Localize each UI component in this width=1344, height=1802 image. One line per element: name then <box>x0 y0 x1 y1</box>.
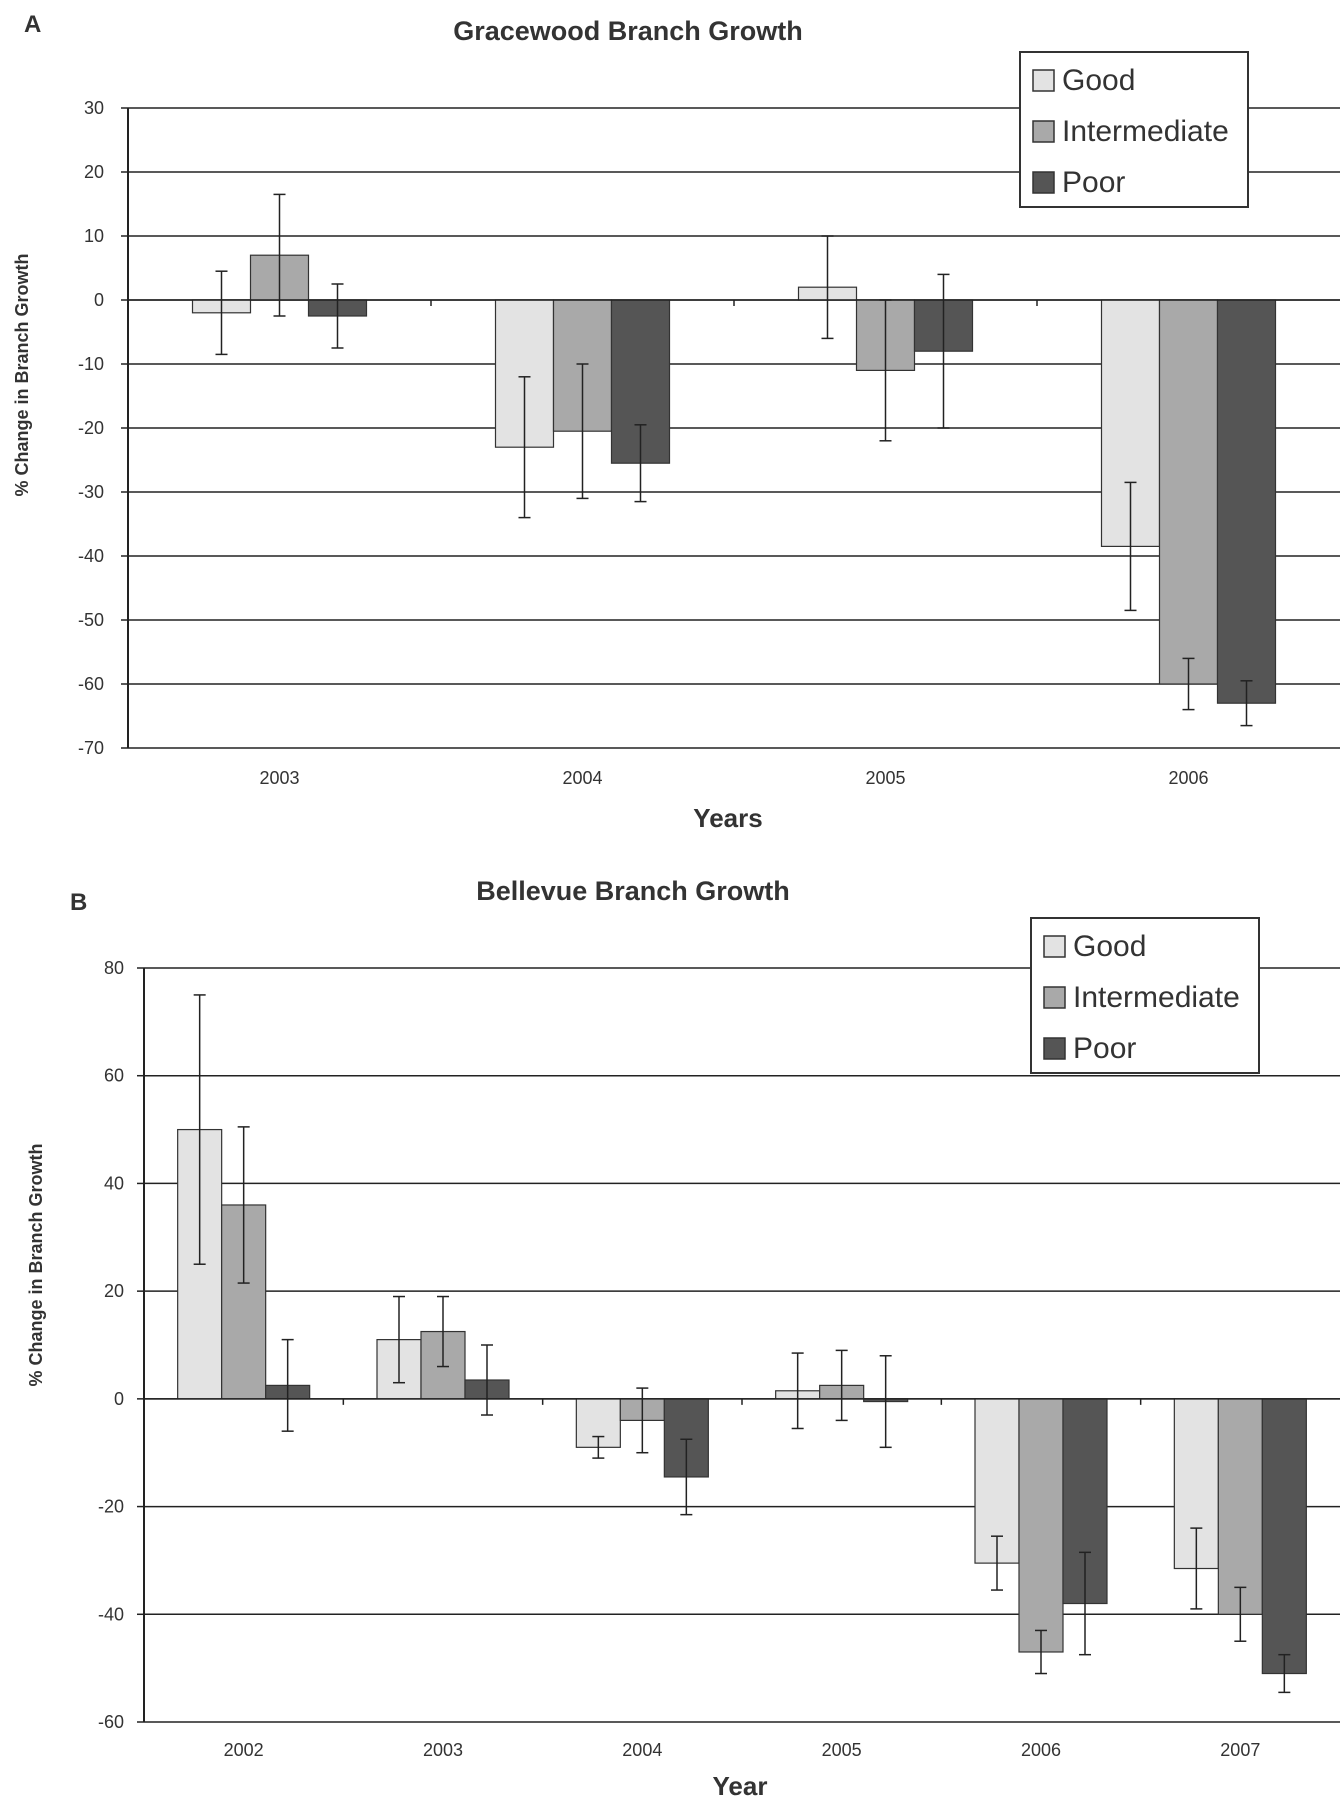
bar-poor-2006 <box>1216 299 1277 704</box>
plot-area: 80 60 40 20 0 -20 -40 -60 2002 2003 2004 2005 2006 20… <box>98 958 1340 1760</box>
y-tick-label: 0 <box>114 1389 124 1409</box>
legend-swatch-intermediate <box>1032 120 1055 143</box>
bar-intermediate-2006 <box>1158 299 1219 685</box>
legend: Good Intermediate Poor <box>1030 917 1260 1074</box>
x-tick-label: 2004 <box>622 1740 662 1760</box>
legend-label-poor: Poor <box>1062 166 1125 199</box>
x-tick-label: 2005 <box>865 768 905 788</box>
panel-a-letter: A <box>24 11 41 38</box>
y-axis-label: % Change in Branch Growth <box>12 253 32 496</box>
panel-b-bellevue-chart: B Bellevue Branch Growth % Change in Bra… <box>26 876 1340 1801</box>
y-axis-label: % Change in Branch Growth <box>26 1143 46 1386</box>
y-tick-label: 20 <box>104 1281 124 1301</box>
y-tick-label: -70 <box>78 738 104 758</box>
y-tick-label: 30 <box>84 98 104 118</box>
chart-title: Bellevue Branch Growth <box>476 876 790 906</box>
legend-swatch-good <box>1043 935 1066 958</box>
x-tick-label: 2006 <box>1168 768 1208 788</box>
y-tick-label: -20 <box>78 418 104 438</box>
x-axis-label: Year <box>713 1771 768 1801</box>
x-tick-label: 2006 <box>1021 1740 1061 1760</box>
y-tick-label: 0 <box>94 290 104 310</box>
legend-label-intermediate: Intermediate <box>1062 115 1229 148</box>
bar-poor-2007 <box>1261 1398 1307 1675</box>
y-tick-label: -20 <box>98 1497 124 1517</box>
x-tick-label: 2007 <box>1220 1740 1260 1760</box>
legend-swatch-poor <box>1043 1037 1066 1060</box>
legend-label-good: Good <box>1062 64 1135 97</box>
legend-box <box>1030 917 1260 1074</box>
legend-label-good: Good <box>1073 930 1146 963</box>
x-tick-label: 2003 <box>423 1740 463 1760</box>
y-tick-label: 80 <box>104 958 124 978</box>
y-tick-label: -40 <box>78 546 104 566</box>
legend-swatch-intermediate <box>1043 986 1066 1009</box>
x-tick-label: 2004 <box>562 768 602 788</box>
y-tick-label: -50 <box>78 610 104 630</box>
x-tick-label: 2002 <box>224 1740 264 1760</box>
legend-label-poor: Poor <box>1073 1032 1136 1065</box>
x-tick-label: 2003 <box>259 768 299 788</box>
chart-title: Gracewood Branch Growth <box>453 16 803 46</box>
legend-box <box>1019 51 1249 208</box>
x-axis-label: Years <box>693 803 762 833</box>
panel-a-gracewood-chart: A Gracewood Branch Growth % Change in Br… <box>12 11 1340 833</box>
panel-b-letter: B <box>70 889 87 916</box>
legend-swatch-poor <box>1032 171 1055 194</box>
bar-intermediate-2006 <box>1018 1398 1064 1653</box>
y-tick-label: 40 <box>104 1173 124 1193</box>
plot-area: 30 20 10 0 -10 -20 -30 -40 -50 -60 -70 2003 2004 2005… <box>78 98 1340 788</box>
y-tick-label: -30 <box>78 482 104 502</box>
legend-swatch-good <box>1032 69 1055 92</box>
y-tick-label: -60 <box>98 1712 124 1732</box>
y-tick-label: -40 <box>98 1604 124 1624</box>
legend: Good Intermediate Poor <box>1019 51 1249 208</box>
legend-label-intermediate: Intermediate <box>1073 981 1240 1014</box>
y-tick-label: 20 <box>84 162 104 182</box>
bar-intermediate-2007 <box>1217 1398 1263 1615</box>
y-tick-label: 60 <box>104 1066 124 1086</box>
x-tick-label: 2005 <box>822 1740 862 1760</box>
y-tick-label: -60 <box>78 674 104 694</box>
y-tick-label: 10 <box>84 226 104 246</box>
y-tick-label: -10 <box>78 354 104 374</box>
